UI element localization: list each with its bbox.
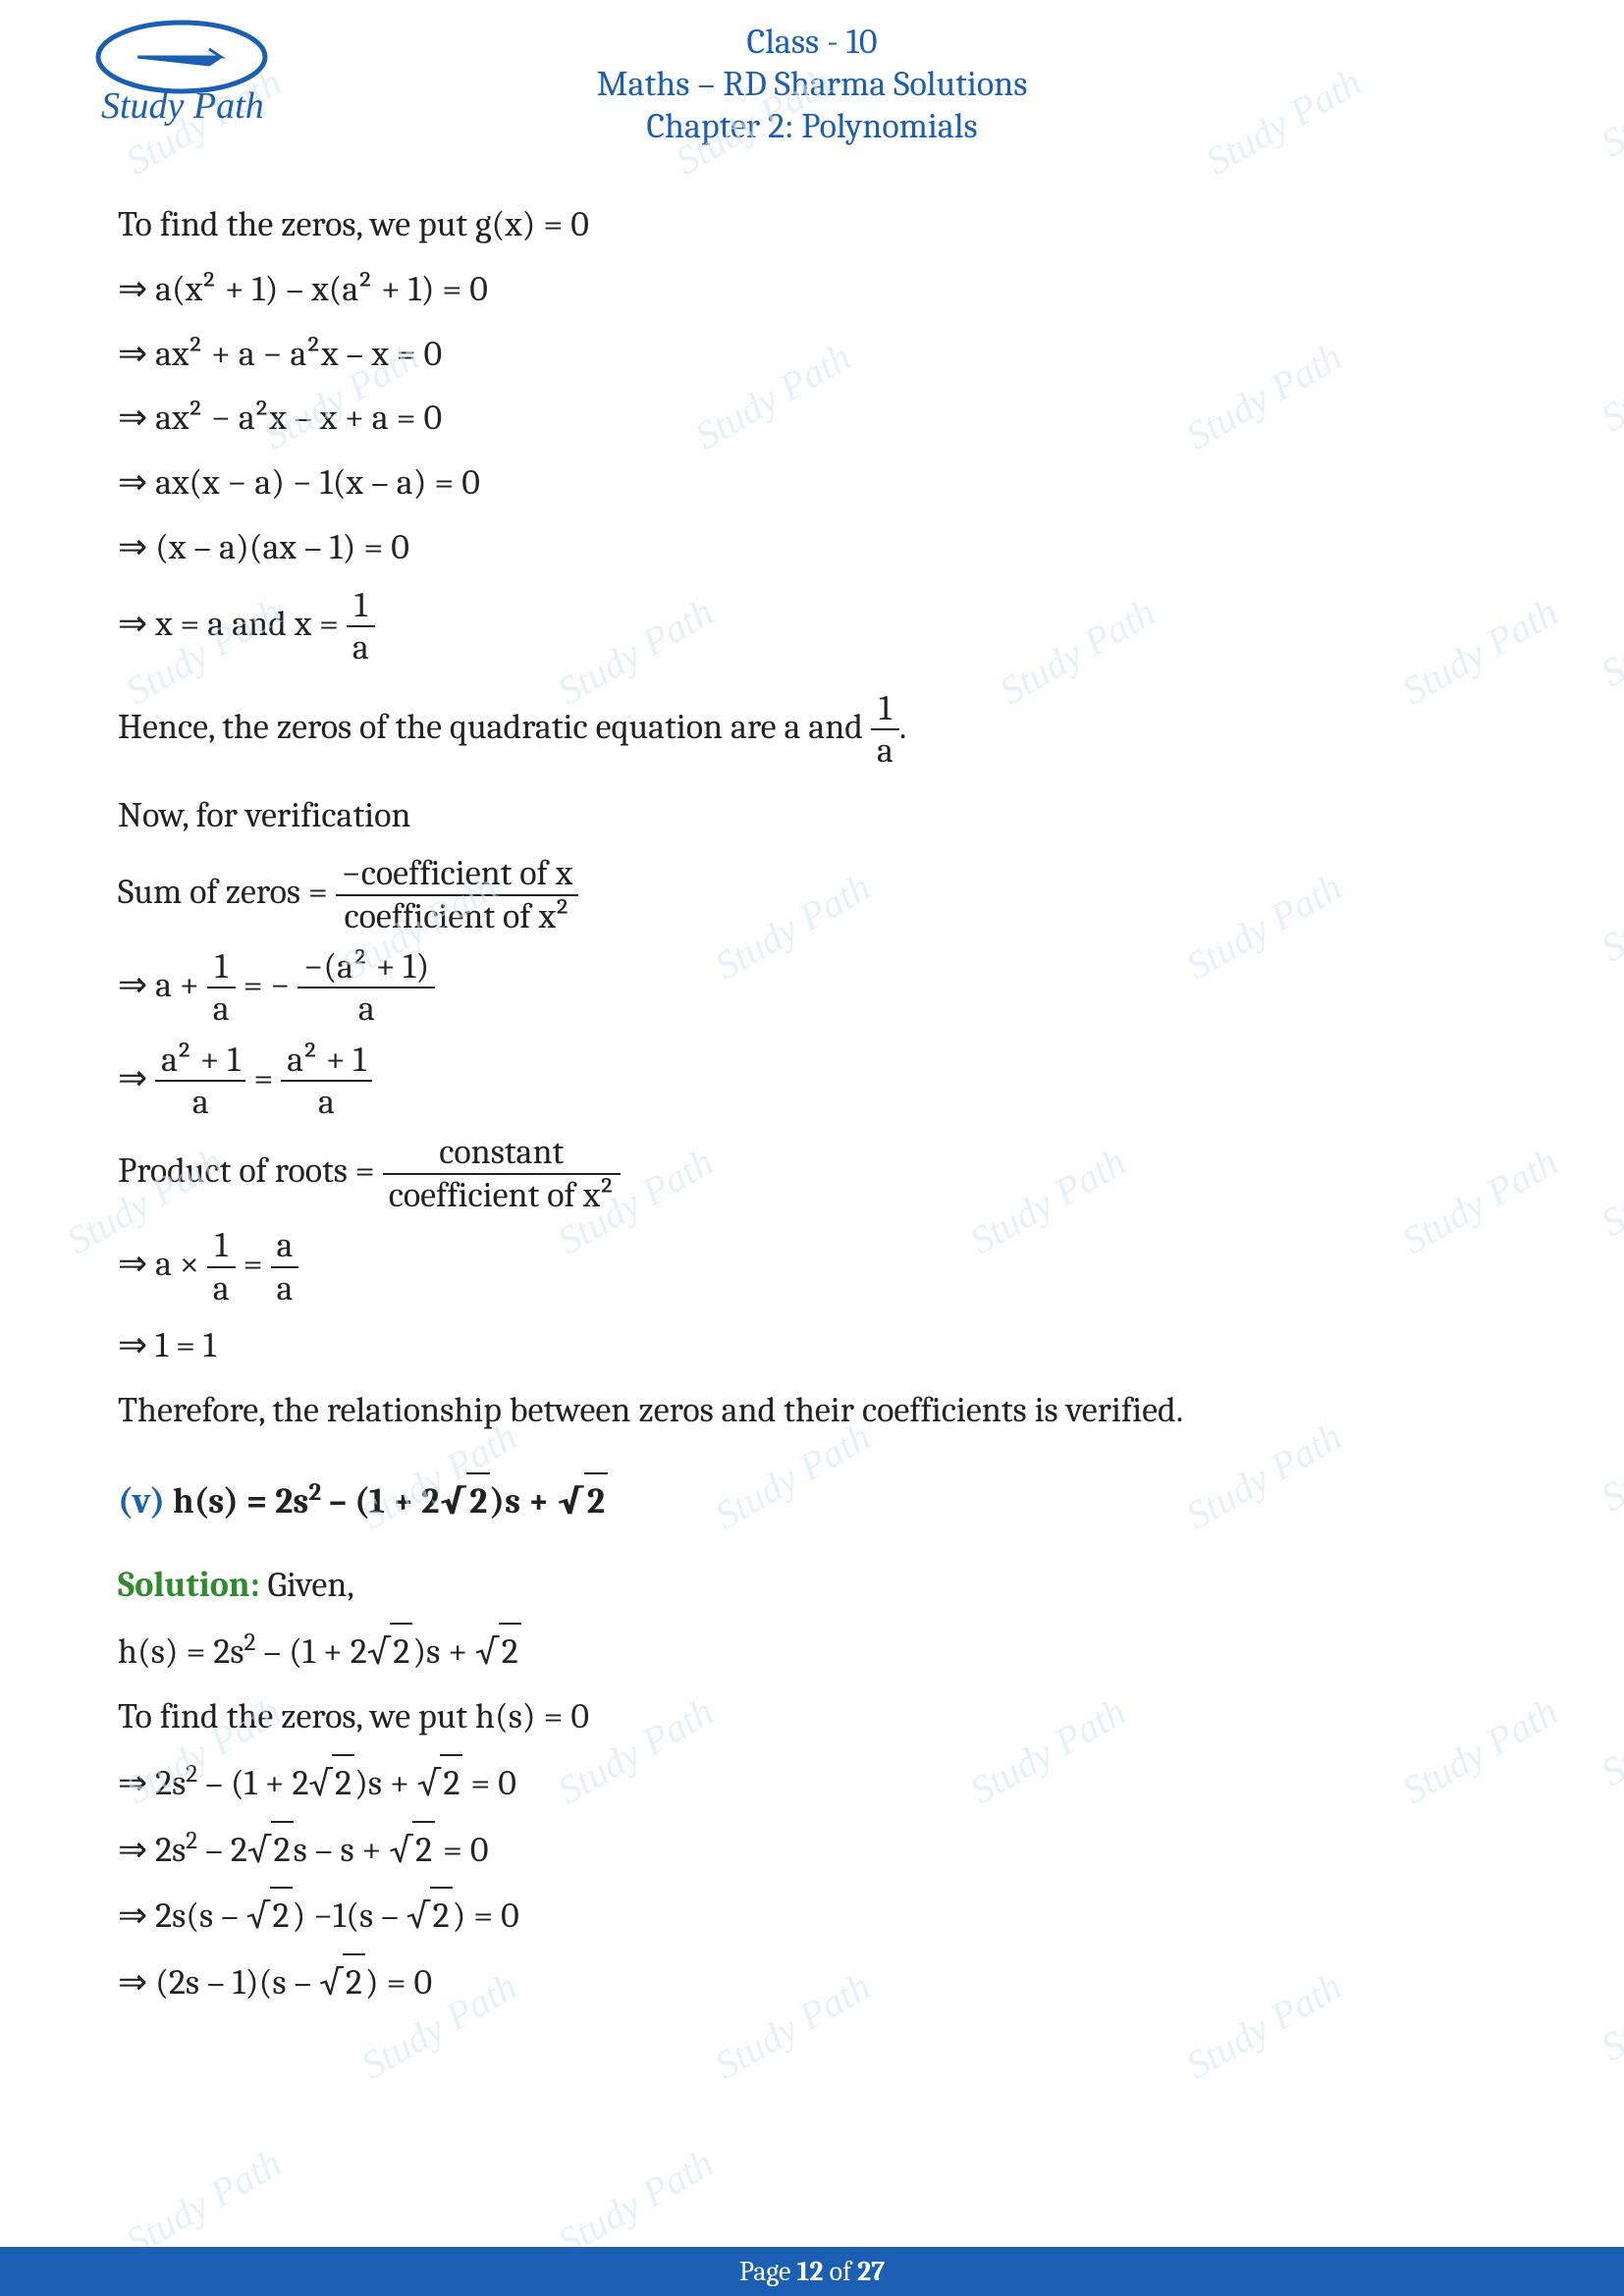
frac-hence: 1a (871, 688, 899, 772)
solution-label: Solution: (118, 1565, 260, 1605)
frac-prod-eq1-l: 1a (207, 1225, 236, 1308)
footer-total-pages: 27 (857, 2256, 885, 2287)
hs-line-2: ⇒ 2s2 – 2√2s – s + √2 = 0 (118, 1821, 1506, 1878)
hs-line-1: ⇒ 2s2 – (1 + 2√2)s + √2 = 0 (118, 1754, 1506, 1811)
line-2: ⇒ a(x² + 1) – x(a² + 1) = 0 (118, 262, 1506, 317)
conclusion-line: Therefore, the relationship between zero… (118, 1383, 1506, 1438)
hs-line-4: ⇒ (2s – 1)(s – √2) = 0 (118, 1953, 1506, 2010)
x-eq-prefix: ⇒ x = a and x = (118, 604, 347, 644)
product-prefix: Product of roots = (118, 1150, 383, 1191)
line-x-equals: ⇒ x = a and x = 1a (118, 585, 1506, 668)
frac-product: constantcoefficient of x² (383, 1132, 621, 1215)
sum-eq1-mid: = − (236, 965, 298, 1005)
hs-find: To find the zeros, we put h(s) = 0 (118, 1689, 1506, 1744)
hence-suffix: . (899, 706, 906, 746)
product-eq-2: ⇒ 1 = 1 (118, 1318, 1506, 1373)
product-eq1-mid: = (236, 1244, 271, 1284)
solution-given: Given, (260, 1565, 354, 1605)
footer-mid: of (824, 2256, 858, 2287)
line-4: ⇒ ax² − a²x – x + a = 0 (118, 391, 1506, 446)
page-footer: Page 12 of 27 (0, 2247, 1624, 2296)
frac-prod-eq1-r: aa (271, 1225, 299, 1308)
sum-eq2-prefix: ⇒ (118, 1058, 155, 1098)
hs-restate: h(s) = 2s2 – (1 + 2√2)s + √2 (118, 1623, 1506, 1680)
question-v: (v) h(s) = 2s2 – (1 + 2√2)s + √2 (118, 1472, 1506, 1529)
page-content: To find the zeros, we put g(x) = 0 ⇒ a(x… (0, 148, 1624, 2010)
line-3: ⇒ ax² + a − a²x – x = 0 (118, 327, 1506, 382)
frac-sum-eq1-r: −(a² + 1)a (298, 946, 435, 1030)
hs-line-3: ⇒ 2s(s – √2) −1(s – √2) = 0 (118, 1887, 1506, 1944)
solution-line: Solution: Given, (118, 1558, 1506, 1613)
hence-line: Hence, the zeros of the quadratic equati… (118, 688, 1506, 772)
verification-label: Now, for verification (118, 788, 1506, 843)
frac-sum: −coefficient of xcoefficient of x² (336, 853, 578, 936)
question-v-text: h(s) = 2s2 – (1 + 2√2)s + √2 (173, 1481, 608, 1522)
product-of-roots: Product of roots = constantcoefficient o… (118, 1132, 1506, 1215)
footer-prefix: Page (739, 2256, 797, 2287)
product-eq1-prefix: ⇒ a × (118, 1244, 207, 1284)
logo-text: Study Path (101, 85, 264, 127)
frac-sum-eq2-l: a² + 1a (155, 1040, 245, 1123)
frac-1-over-a: 1a (347, 585, 375, 668)
product-eq-1: ⇒ a × 1a = aa (118, 1225, 1506, 1308)
question-v-label: (v) (118, 1481, 173, 1522)
sum-eq1-lhs: ⇒ a + (118, 965, 207, 1005)
line-1: To find the zeros, we put g(x) = 0 (118, 197, 1506, 252)
hence-prefix: Hence, the zeros of the quadratic equati… (118, 706, 871, 746)
line-6: ⇒ (x – a)(ax – 1) = 0 (118, 520, 1506, 575)
sum-eq-2: ⇒ a² + 1a = a² + 1a (118, 1040, 1506, 1123)
sum-of-zeros: Sum of zeros = −coefficient of xcoeffici… (118, 853, 1506, 936)
study-path-logo: Study Path (83, 20, 280, 132)
sum-prefix: Sum of zeros = (118, 872, 336, 912)
frac-sum-eq2-r: a² + 1a (281, 1040, 371, 1123)
sum-eq-1: ⇒ a + 1a = − −(a² + 1)a (118, 946, 1506, 1030)
sum-eq2-mid: = (245, 1058, 281, 1098)
line-5: ⇒ ax(x − a) − 1(x – a) = 0 (118, 455, 1506, 510)
footer-current-page: 12 (796, 2256, 823, 2287)
frac-sum-eq1-l: 1a (207, 946, 236, 1030)
